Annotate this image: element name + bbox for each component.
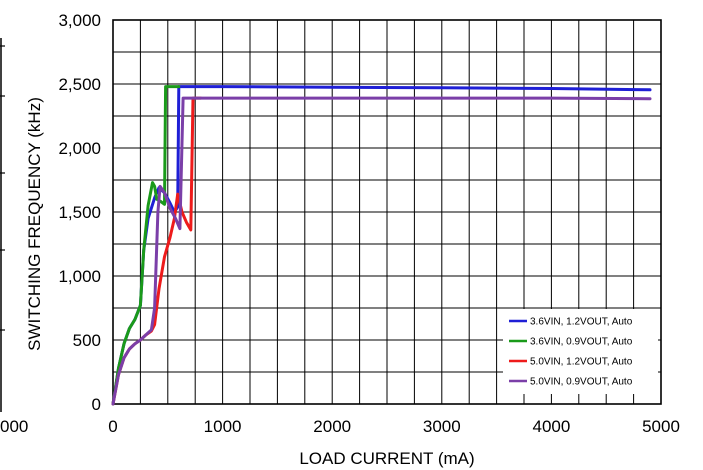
y-tick-label: 1,500: [58, 203, 101, 222]
legend-entry-1: 3.6VIN, 1.2VOUT, Auto: [530, 317, 633, 328]
series-lines: [111, 85, 652, 406]
x-tick-label: 3000: [423, 417, 461, 436]
x-tick-label: 1000: [204, 417, 242, 436]
y-tick-label: 1,000: [58, 267, 101, 286]
x-axis-label: LOAD CURRENT (mA): [299, 449, 474, 468]
y-tick-label: 0: [92, 395, 101, 414]
y-tick-label: 2,500: [58, 75, 101, 94]
y-tick-labels: 0 500 1,000 1,500 2,000 2,500 3,000: [58, 11, 101, 414]
series-line-4: [111, 96, 652, 406]
x-tick-labels: 0 1000 2000 3000 4000 5000: [108, 417, 680, 436]
legend-entry-4: 5.0VIN, 0.9VOUT, Auto: [530, 377, 633, 388]
x-tick-label: 0: [108, 417, 117, 436]
y-tick-label: 2,000: [58, 139, 101, 158]
series-line-2: [111, 85, 181, 406]
y-axis-label: SWITCHING FREQUENCY (kHz): [25, 97, 44, 351]
left-edge-tick-label: 000: [0, 417, 28, 436]
y-tick-label: 3,000: [58, 11, 101, 30]
plot-frame: [112, 19, 662, 405]
legend: 3.6VIN, 1.2VOUT, Auto 3.6VIN, 0.9VOUT, Au…: [503, 309, 658, 394]
x-tick-label: 5000: [642, 417, 680, 436]
plot-grid: [0, 20, 661, 412]
y-tick-label: 500: [73, 331, 101, 350]
legend-box: [503, 309, 658, 394]
x-tick-label: 4000: [532, 417, 570, 436]
x-tick-label: 2000: [313, 417, 351, 436]
legend-entry-3: 5.0VIN, 1.2VOUT, Auto: [530, 357, 633, 368]
legend-entry-2: 3.6VIN, 0.9VOUT, Auto: [530, 337, 633, 348]
